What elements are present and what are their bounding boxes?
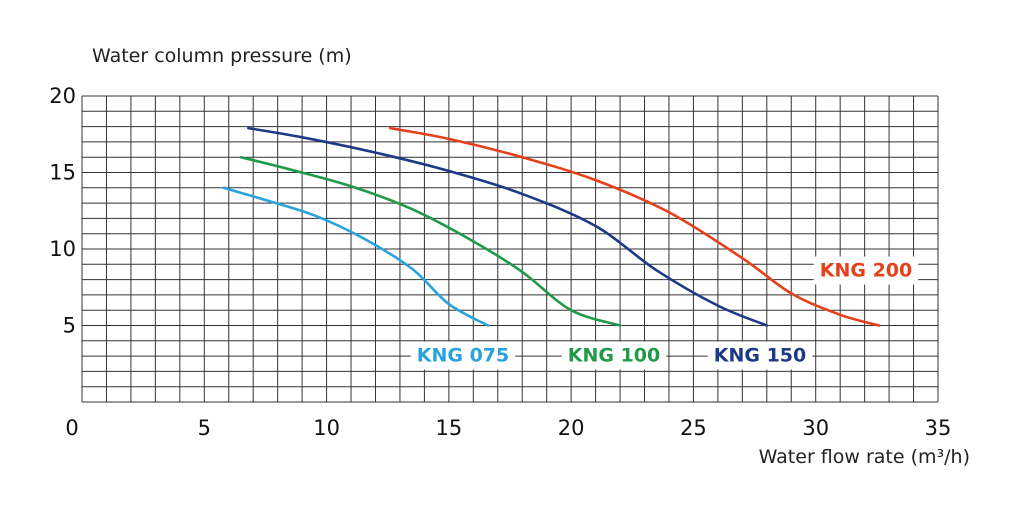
x-tick-label: 10 — [313, 416, 340, 440]
curves — [222, 126, 881, 327]
y-tick-label: 10 — [49, 237, 76, 261]
series-label-kng-075: KNG 075 — [417, 345, 510, 367]
tick-labels: 0 5 10 15 20 25 30 35 5 10 15 20 — [49, 84, 951, 440]
x-tick-label: 25 — [680, 416, 707, 440]
series-label-background — [561, 341, 667, 370]
series-label-background — [707, 341, 813, 370]
x-tick-label: 0 — [65, 416, 78, 440]
y-axis-title: Water column pressure (m) — [92, 45, 352, 67]
x-tick-label: 20 — [558, 416, 585, 440]
series-line-kng-075 — [222, 186, 490, 327]
x-tick-label: 30 — [802, 416, 829, 440]
series-line-kng-150 — [247, 126, 769, 327]
x-axis-title: Water flow rate (m³/h) — [759, 446, 970, 468]
series-labels: KNG 075 KNG 100 KNG 150 KNG 200 — [410, 256, 919, 370]
x-tick-label: 15 — [435, 416, 462, 440]
series-label-background — [813, 256, 919, 285]
x-tick-label: 35 — [925, 416, 952, 440]
series-line-kng-200 — [388, 126, 881, 327]
x-tick-label: 5 — [198, 416, 211, 440]
series-label-kng-150: KNG 150 — [714, 345, 807, 367]
series-label-kng-200: KNG 200 — [820, 260, 913, 282]
y-tick-label: 5 — [63, 314, 76, 338]
series-line-kng-100 — [239, 155, 622, 327]
series-label-kng-100: KNG 100 — [568, 345, 661, 367]
y-tick-label: 20 — [49, 84, 76, 108]
series-label-background — [410, 341, 516, 370]
y-tick-label: 15 — [49, 161, 76, 185]
